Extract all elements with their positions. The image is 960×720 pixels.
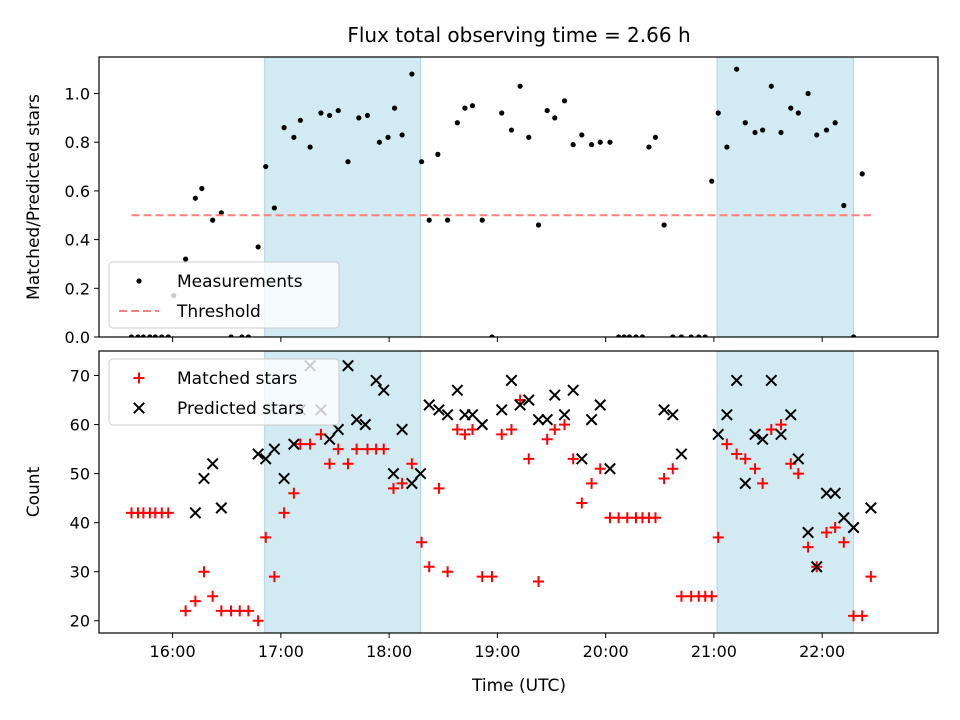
x-tick-label: 22:00: [799, 642, 845, 661]
data-point: [752, 130, 757, 135]
data-point: [724, 144, 729, 149]
y-tick-label: 70: [70, 367, 90, 386]
x-tick-label: 21:00: [691, 642, 737, 661]
data-point: [392, 106, 397, 111]
data-point: [193, 196, 198, 201]
legend-label: Threshold: [176, 302, 261, 322]
data-point: [589, 142, 594, 147]
data-point: [552, 115, 557, 120]
data-point: [345, 159, 350, 164]
data-point: [769, 84, 774, 89]
legend: Matched stars Predicted stars: [109, 359, 339, 425]
data-point: [199, 186, 204, 191]
x-tick-label: 19:00: [474, 642, 520, 661]
data-point: [318, 110, 323, 115]
data-point: [183, 256, 188, 261]
data-point: [646, 144, 651, 149]
data-point: [327, 113, 332, 118]
data-point: [298, 118, 303, 123]
data-point: [356, 115, 361, 120]
shaded-interval: [717, 57, 853, 337]
legend-label: Matched stars: [177, 369, 297, 389]
data-point: [385, 135, 390, 140]
y-tick-label: 0.6: [65, 182, 90, 201]
data-point: [462, 106, 467, 111]
y-tick-label: 40: [70, 514, 90, 533]
data-point: [545, 108, 550, 113]
data-point: [409, 71, 414, 76]
data-point: [518, 84, 523, 89]
data-point: [377, 140, 382, 145]
data-point: [536, 222, 541, 227]
data-point: [336, 108, 341, 113]
data-point: [833, 120, 838, 125]
y-tick-label: 0.4: [65, 231, 90, 250]
legend-marker: [136, 278, 141, 283]
data-point: [709, 179, 714, 184]
data-point: [805, 91, 810, 96]
data-point: [824, 127, 829, 132]
data-point: [272, 205, 277, 210]
data-point: [841, 203, 846, 208]
x-tick-label: 18:00: [366, 642, 412, 661]
data-point: [427, 218, 432, 223]
y-tick-label: 0.0: [65, 328, 90, 347]
x-axis-label: Time (UTC): [471, 676, 566, 696]
data-point: [778, 130, 783, 135]
data-point: [365, 113, 370, 118]
y-axis-label: Count: [24, 466, 44, 517]
data-point: [291, 135, 296, 140]
data-point: [662, 222, 667, 227]
legend-label: Measurements: [177, 272, 303, 292]
data-point: [788, 106, 793, 111]
data-point: [308, 144, 313, 149]
y-tick-label: 20: [70, 612, 90, 631]
y-axis-label: Matched/Predicted stars: [24, 94, 44, 300]
data-point: [400, 132, 405, 137]
chart-title: Flux total observing time = 2.66 h: [347, 23, 690, 47]
data-point: [814, 132, 819, 137]
data-point: [210, 218, 215, 223]
data-point: [509, 127, 514, 132]
data-point: [760, 127, 765, 132]
data-point: [734, 67, 739, 72]
data-point: [470, 103, 475, 108]
data-point: [743, 120, 748, 125]
data-point: [579, 132, 584, 137]
y-tick-label: 0.2: [65, 279, 90, 298]
y-tick-label: 0.8: [65, 133, 90, 152]
data-point: [562, 98, 567, 103]
data-point: [480, 218, 485, 223]
data-point: [598, 140, 603, 145]
data-point: [796, 110, 801, 115]
data-point: [445, 218, 450, 223]
data-point: [263, 164, 268, 169]
x-tick-label: 17:00: [258, 642, 304, 661]
data-point: [607, 140, 612, 145]
x-tick-label: 16:00: [150, 642, 196, 661]
data-point: [455, 120, 460, 125]
data-point: [571, 142, 576, 147]
y-tick-label: 50: [70, 465, 90, 484]
data-point: [653, 135, 658, 140]
data-point: [860, 171, 865, 176]
data-point: [419, 159, 424, 164]
legend: Measurements Threshold: [109, 262, 339, 328]
data-point: [526, 135, 531, 140]
data-point: [256, 244, 261, 249]
data-point: [499, 110, 504, 115]
data-point: [435, 152, 440, 157]
y-tick-label: 60: [70, 416, 90, 435]
data-point: [282, 125, 287, 130]
y-tick-label: 1.0: [65, 85, 90, 104]
y-tick-label: 30: [70, 563, 90, 582]
legend-label: Predicted stars: [177, 399, 304, 419]
x-tick-label: 20:00: [583, 642, 629, 661]
chart-figure: Flux total observing time = 2.66 h 0.0 0.…: [0, 0, 960, 720]
data-point: [716, 110, 721, 115]
